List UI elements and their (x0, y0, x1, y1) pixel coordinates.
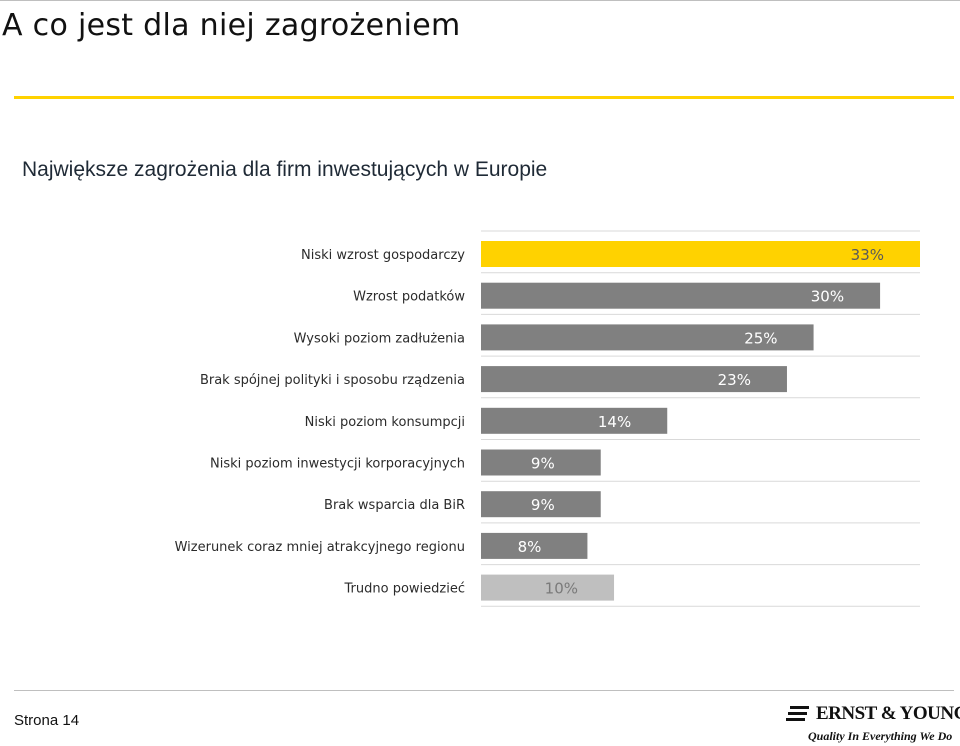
bar (481, 407, 668, 434)
category-label: Niski wzrost gospodarczy (301, 248, 465, 263)
bar-chart: Niski wzrost gospodarczy 33% Wzrost podatk… (175, 230, 920, 607)
category-label: Brak spójnej polityki i sposobu rządzeni… (200, 373, 465, 388)
top-rule (0, 0, 960, 1)
ernst-young-logo-mark-icon (786, 706, 809, 721)
bar (481, 532, 588, 559)
data-label: 9% (531, 496, 555, 514)
category-label: Wysoki poziom zadłużenia (294, 331, 465, 346)
category-label: Niski poziom konsumpcji (305, 415, 465, 430)
bar (481, 366, 787, 393)
data-label: 8% (518, 538, 542, 556)
footer-rule (14, 690, 954, 691)
bar (481, 449, 601, 476)
bar (481, 491, 601, 518)
category-label: Trudno powiedzieć (344, 582, 465, 597)
category-label: Brak wsparcia dla BiR (324, 498, 465, 513)
title-accent-rule (14, 96, 954, 99)
data-label: 23% (718, 371, 751, 389)
bar (481, 324, 814, 351)
data-label: 10% (545, 580, 578, 598)
slide-title: A co jest dla niej zagrożeniem (2, 8, 461, 43)
chart-subtitle: Największe zagrożenia dla firm inwestują… (22, 158, 548, 181)
category-label: Wzrost podatków (353, 290, 465, 305)
logo-name: ERNST & YOUNG (816, 703, 960, 724)
category-label: Wizerunek coraz mniej atrakcyjnego regio… (175, 540, 465, 555)
data-label: 25% (744, 329, 777, 347)
data-label: 14% (598, 413, 631, 431)
bar (481, 241, 920, 267)
ernst-young-logo: ERNST & YOUNG Quality In Everything We D… (786, 703, 960, 745)
data-label: 30% (811, 288, 844, 306)
logo-tagline: Quality In Everything We Do (808, 729, 953, 743)
bar (481, 282, 881, 309)
data-label: 9% (531, 455, 555, 473)
bar (481, 574, 615, 601)
category-label: Niski poziom inwestycji korporacyjnych (210, 457, 465, 472)
page-number: Strona 14 (14, 712, 80, 729)
data-label: 33% (851, 246, 884, 264)
